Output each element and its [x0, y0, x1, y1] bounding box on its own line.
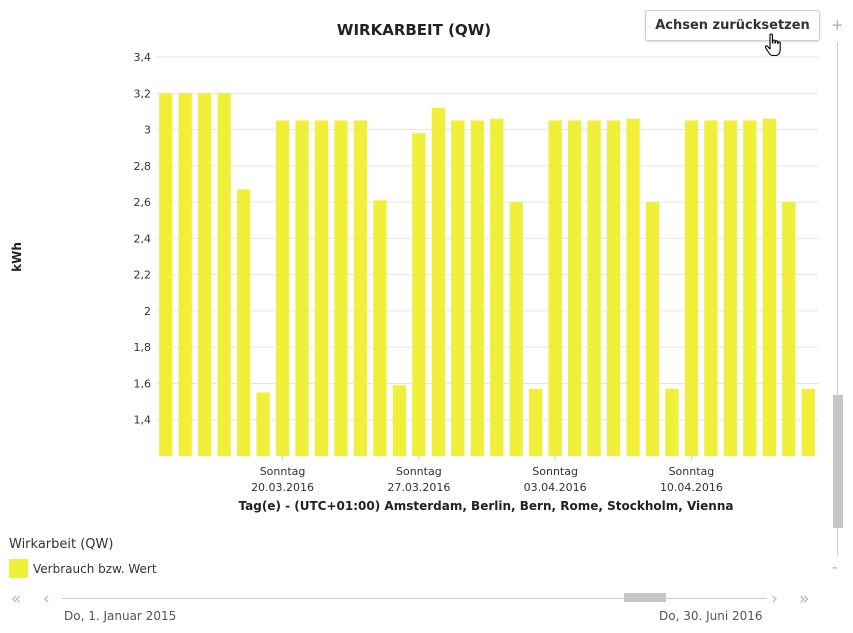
bar[interactable] [704, 120, 718, 457]
bar[interactable] [314, 120, 329, 457]
bar[interactable] [626, 118, 640, 456]
chart-title: WIRKARBEIT (QW) [336, 21, 492, 39]
bar[interactable] [509, 202, 523, 456]
y-tick-label: 2,4 [134, 232, 152, 245]
reset-axes-button[interactable]: Achsen zurücksetzen [645, 10, 820, 41]
x-tick-label: 20.03.2016 [251, 481, 314, 494]
double-chevron-left-icon[interactable]: « [11, 589, 22, 609]
minus-icon[interactable]: - [832, 558, 838, 576]
bar[interactable] [548, 120, 562, 457]
y-tick-label: 3,4 [134, 51, 152, 64]
bar[interactable] [567, 120, 582, 457]
bar[interactable] [295, 120, 309, 457]
y-tick-label: 2,8 [134, 160, 152, 173]
y-tick-label: 3 [144, 124, 151, 137]
bar[interactable] [665, 388, 679, 456]
x-tick-label: 03.04.2016 [524, 481, 587, 494]
y-tick-label: 2 [144, 305, 151, 318]
y-tick-label: 1,6 [134, 377, 152, 390]
bar[interactable] [275, 120, 290, 457]
bar[interactable] [451, 120, 465, 457]
vertical-scroll-track[interactable] [837, 42, 838, 556]
legend-swatch[interactable] [9, 559, 28, 578]
legend-title: Wirkarbeit (QW) [9, 537, 114, 552]
x-axis-label: Tag(e) - (UTC+01:00) Amsterdam, Berlin, … [238, 499, 734, 513]
bar[interactable] [490, 118, 504, 456]
bar[interactable] [392, 385, 407, 456]
bar[interactable] [178, 93, 192, 456]
bar[interactable] [412, 133, 426, 456]
bar[interactable] [782, 202, 796, 456]
double-chevron-right-icon[interactable]: » [799, 589, 810, 609]
y-tick-label: 1,4 [134, 414, 152, 427]
bar[interactable] [334, 120, 348, 457]
bar[interactable] [684, 120, 699, 457]
bar[interactable] [256, 392, 270, 456]
x-tick-label: Sonntag [260, 465, 306, 478]
bar[interactable] [373, 200, 387, 456]
y-axis-ticks: 3,4 3,2 3 2,8 2,6 2,4 2,2 2 1,8 1,6 1,4 [134, 51, 152, 427]
bar[interactable] [645, 202, 660, 456]
plus-icon[interactable]: + [831, 16, 844, 34]
bar[interactable] [529, 388, 543, 456]
x-tick-label: Sonntag [396, 465, 442, 478]
bar[interactable] [217, 93, 231, 456]
navigator-track[interactable] [62, 598, 767, 599]
x-tick-label: 27.03.2016 [387, 481, 450, 494]
bar[interactable] [801, 388, 815, 456]
navigator-start-date: Do, 1. Januar 2015 [64, 609, 177, 623]
navigator-thumb[interactable] [624, 593, 666, 602]
hand-pointer-icon [764, 33, 781, 57]
bar[interactable] [606, 120, 621, 457]
bar[interactable] [762, 118, 776, 456]
bars [159, 93, 815, 457]
bar[interactable] [470, 120, 484, 457]
chevron-left-icon[interactable]: ‹ [43, 589, 50, 609]
vertical-scroll-thumb[interactable] [833, 395, 843, 528]
y-tick-label: 2,2 [134, 269, 152, 282]
bar[interactable] [431, 107, 445, 457]
y-tick-label: 1,8 [134, 341, 152, 354]
bar[interactable] [198, 93, 212, 456]
y-tick-label: 3,2 [134, 87, 152, 100]
x-tick-label: Sonntag [669, 465, 715, 478]
legend-item-label[interactable]: Verbrauch bzw. Wert [33, 562, 157, 576]
x-tick-label: Sonntag [532, 465, 578, 478]
bar[interactable] [723, 120, 738, 457]
y-tick-label: 2,6 [134, 196, 152, 209]
bar[interactable] [236, 189, 251, 457]
x-axis-ticks: Sonntag 20.03.2016 Sonntag 27.03.2016 Sonnta… [251, 456, 723, 494]
navigator-end-date: Do, 30. Juni 2016 [659, 609, 763, 623]
bar[interactable] [353, 120, 368, 457]
chevron-right-icon[interactable]: › [771, 589, 778, 609]
y-axis-label: kWh [10, 242, 24, 272]
bar[interactable] [743, 120, 757, 457]
grid-lines [156, 56, 818, 421]
bar[interactable] [159, 93, 173, 456]
x-tick-label: 10.04.2016 [660, 481, 723, 494]
bar[interactable] [587, 120, 601, 457]
